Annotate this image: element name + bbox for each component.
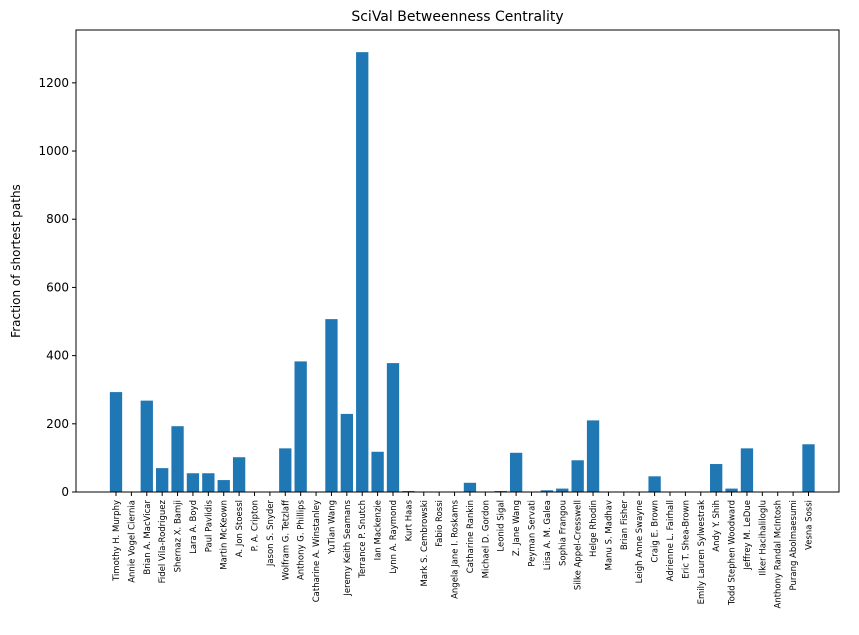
y-tick-label: 0 bbox=[61, 485, 69, 499]
x-tick-label: Kurt Haas bbox=[404, 499, 414, 541]
y-tick-label: 600 bbox=[46, 280, 69, 294]
bar-0 bbox=[109, 392, 123, 492]
bar-8 bbox=[232, 457, 246, 492]
bar-19 bbox=[402, 490, 415, 492]
x-axis-ticks: Timothy H. Murphy Annie Vogel Ciernia Bria… bbox=[112, 492, 815, 608]
x-tick-label: Fidel Vila-Rodriguez bbox=[158, 499, 168, 583]
x-tick-label: Craig E. Brown bbox=[651, 500, 661, 563]
x-tick-label: Vesna Sossi bbox=[805, 500, 815, 550]
y-tick-label: 200 bbox=[46, 417, 69, 431]
bar-28 bbox=[540, 490, 554, 492]
x-tick-label: Adrienne L. Fairhall bbox=[666, 500, 676, 581]
x-tick-label: Annie Vogel Ciernia bbox=[127, 500, 137, 583]
x-tick-label: Brian A. MacVicar bbox=[143, 499, 153, 574]
x-tick-label: Helge Rhodin bbox=[589, 500, 599, 557]
y-tick-label: 1000 bbox=[38, 144, 69, 158]
bar-14 bbox=[325, 319, 338, 492]
x-tick-label: Brian Fisher bbox=[620, 500, 630, 551]
x-tick-label: Martin McKeown bbox=[220, 500, 230, 570]
y-tick-label: 1200 bbox=[38, 76, 69, 90]
x-tick-label: Silke Appel-Cresswell bbox=[574, 500, 584, 590]
x-tick-label: Timothy H. Murphy bbox=[112, 500, 122, 582]
x-tick-label: Catharine Rankin bbox=[466, 500, 476, 573]
bars-group bbox=[109, 52, 815, 493]
x-tick-label: Emily Lauren Sylwestrak bbox=[697, 500, 707, 604]
x-tick-label: Michael D. Gordon bbox=[481, 500, 491, 578]
x-tick-label: Angela Jane I. Roskams bbox=[451, 499, 461, 598]
y-axis-label: Fraction of shortest paths bbox=[9, 184, 23, 338]
x-tick-label: Terrance P. Snutch bbox=[358, 500, 368, 579]
bar-5 bbox=[186, 473, 200, 492]
x-tick-label: Andy Y. Shih bbox=[712, 500, 722, 552]
x-tick-label: Wolfram G. Tetzlaff bbox=[281, 499, 291, 580]
x-tick-label: Jeffrey M. LeDue bbox=[743, 500, 753, 571]
x-tick-label: Liisa A. M. Galea bbox=[543, 500, 553, 570]
bar-18 bbox=[386, 363, 400, 492]
x-tick-label: Catharine A. Winstanley bbox=[312, 500, 322, 602]
bar-29 bbox=[556, 488, 569, 492]
bar-25 bbox=[494, 490, 507, 492]
bar-45 bbox=[802, 444, 815, 492]
x-tick-label: Eric T. Shea-Brown bbox=[681, 500, 691, 579]
bar-39 bbox=[710, 464, 723, 492]
bar-23 bbox=[463, 482, 477, 492]
x-tick-label: A. Jon Stoessl bbox=[235, 500, 245, 557]
bar-7 bbox=[217, 480, 230, 492]
x-tick-label: P. A. Cripton bbox=[251, 500, 261, 551]
x-tick-label: Fabio Rossi bbox=[435, 500, 445, 547]
bar-35 bbox=[648, 476, 661, 492]
x-tick-label: Z. Jane Wang bbox=[512, 500, 522, 556]
chart-title: SciVal Betweenness Centrality bbox=[351, 9, 563, 25]
x-tick-label: Anthony G. Phillips bbox=[297, 499, 307, 580]
bar-12 bbox=[294, 361, 307, 492]
x-tick-label: Ilker Hacihaliloglu bbox=[758, 500, 768, 576]
y-tick-label: 800 bbox=[46, 212, 69, 226]
bar-41 bbox=[740, 448, 754, 492]
x-tick-label: Jason S. Snyder bbox=[266, 500, 276, 568]
bar-6 bbox=[202, 473, 215, 492]
bar-15 bbox=[340, 413, 353, 492]
bar-16 bbox=[356, 52, 369, 493]
bar-11 bbox=[279, 448, 292, 492]
x-tick-label: YuTian Wang bbox=[327, 500, 337, 555]
x-tick-label: Manu S. Madhav bbox=[604, 500, 614, 570]
x-tick-label: Anthony Randal McIntosh bbox=[774, 500, 784, 608]
x-tick-label: Paul Pavlidis bbox=[204, 499, 214, 552]
x-tick-label: Lynn A. Raymond bbox=[389, 500, 399, 574]
bar-2 bbox=[140, 400, 153, 492]
bar-17 bbox=[371, 451, 384, 492]
x-tick-label: Jeremy Keith Seamans bbox=[343, 499, 353, 596]
x-tick-label: Sophia Frangou bbox=[558, 500, 568, 566]
x-tick-label: Purang Abolmaesumi bbox=[789, 500, 799, 591]
x-tick-label: Leonid Sigal bbox=[497, 500, 507, 552]
x-tick-label: Mark S. Cembrowski bbox=[420, 500, 430, 586]
bar-26 bbox=[509, 452, 523, 492]
x-tick-label: Lara A. Boyd bbox=[189, 500, 199, 554]
bar-31 bbox=[586, 420, 600, 492]
bar-40 bbox=[725, 488, 738, 492]
x-tick-label: Leigh Anne Swayne bbox=[635, 500, 645, 583]
bar-4 bbox=[171, 426, 184, 492]
y-tick-label: 400 bbox=[46, 349, 69, 363]
bar-3 bbox=[156, 468, 169, 492]
x-tick-label: Todd Stephen Woodward bbox=[728, 500, 738, 606]
plot-frame bbox=[75, 29, 840, 493]
x-tick-label: Ian Mackenzie bbox=[374, 500, 384, 560]
x-tick-label: Peyman Servati bbox=[528, 500, 538, 567]
y-axis-ticks: 0 200 400 600 800 1000 1200 bbox=[38, 76, 76, 499]
x-tick-label: Shernaz X. Bamji bbox=[174, 500, 184, 572]
bar-30 bbox=[571, 460, 584, 492]
